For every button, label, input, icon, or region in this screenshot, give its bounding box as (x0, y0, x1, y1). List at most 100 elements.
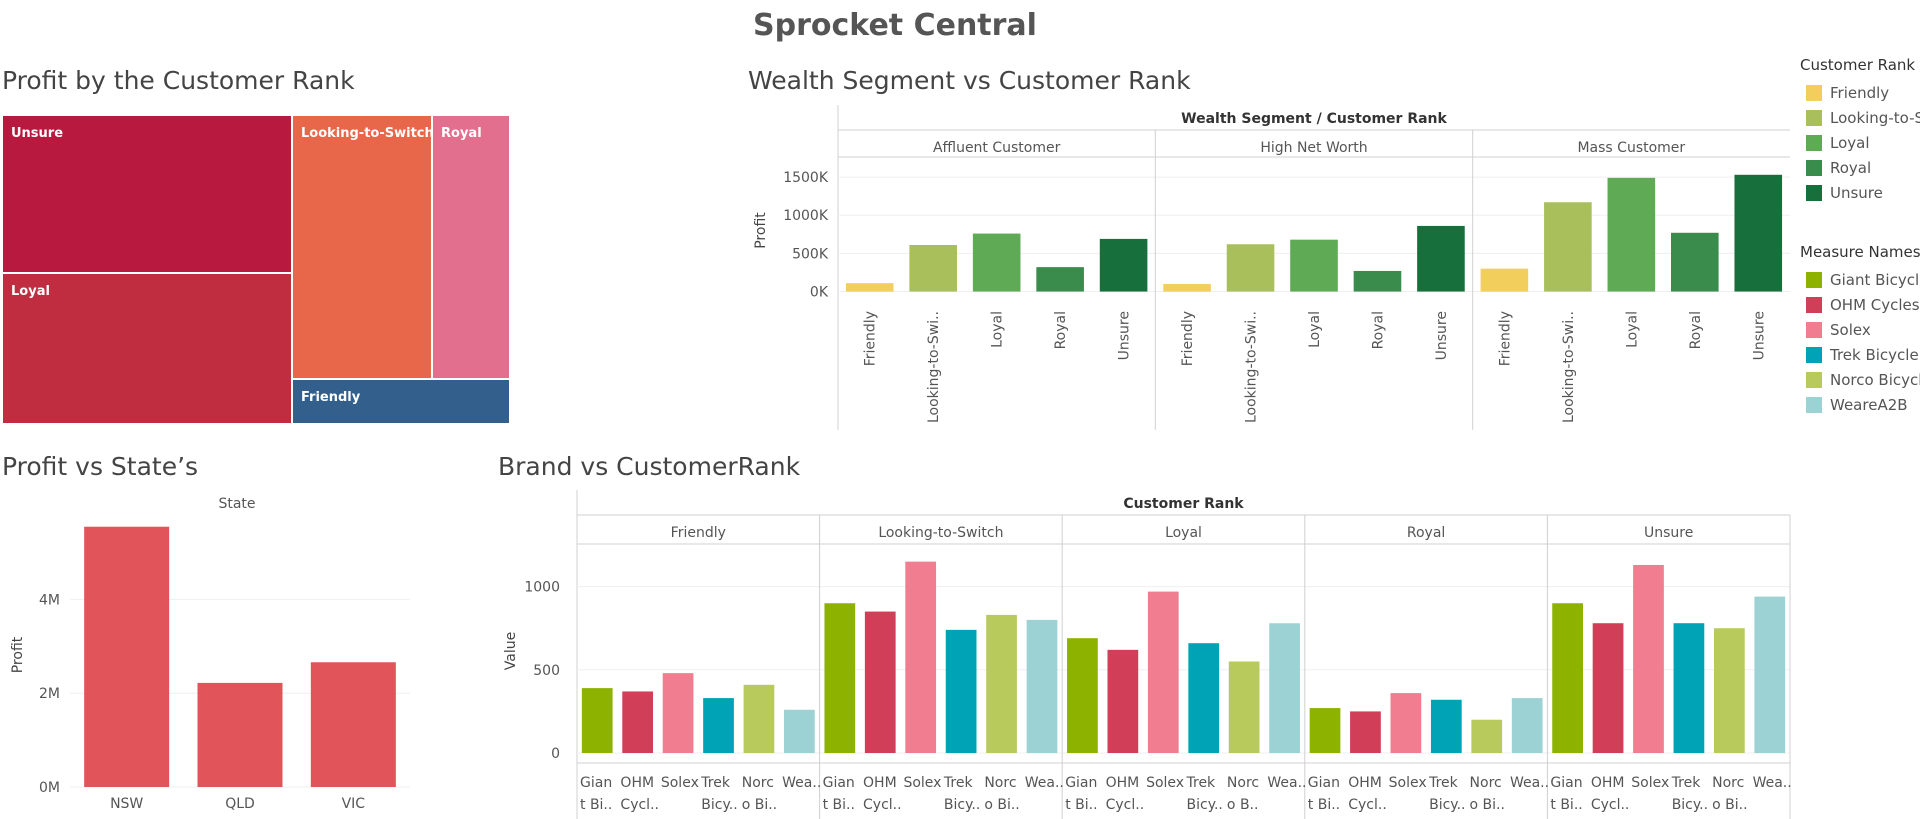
x-tick-label: Gian (1550, 775, 1582, 791)
bar-loyal-wea (1269, 623, 1300, 754)
treemap-cell-looking-to-switch[interactable]: Looking-to-Switch (292, 115, 434, 379)
bar-royal-solex (1390, 693, 1422, 754)
legend-swatch (1806, 84, 1822, 101)
wealth-chart-title: Wealth Segment vs Customer Rank (748, 66, 1191, 95)
bar-vic (310, 662, 396, 787)
brand-chart[interactable]: Customer Rank 0 500 1000 Value Friendly Gian t … (490, 490, 1800, 819)
legend-item-solex[interactable]: Solex (1800, 317, 1920, 342)
bar-friendly-norc-o-bi (743, 684, 775, 754)
x-tick-label: Bicy.. (1187, 797, 1223, 813)
x-tick-label: Unsure (1117, 311, 1133, 360)
legend-item-friendly[interactable]: Friendly (1800, 80, 1920, 105)
x-tick-label: o Bi.. (1470, 797, 1505, 813)
legend-swatch (1806, 396, 1822, 413)
treemap-cell-royal[interactable]: Royal (432, 115, 510, 379)
x-tick-label: Solex (1146, 775, 1184, 791)
bar-looking-to-switch-norc-o-bi (986, 614, 1017, 754)
y-tick-label: 0 (551, 746, 560, 762)
bar-mass-customer-unsure (1734, 174, 1783, 292)
x-tick-label: t Bi.. (1065, 797, 1097, 813)
x-tick-label: Looking-to-Swi.. (926, 311, 942, 423)
treemap-cell-loyal[interactable]: Loyal (2, 273, 292, 424)
x-tick-label: o B.. (1227, 797, 1259, 813)
x-tick-label: Trek (943, 775, 974, 791)
wealth-chart[interactable]: Wealth Segment / Customer Rank 0K 500K 1000… (740, 105, 1790, 435)
bar-mass-customer-friendly (1480, 268, 1529, 292)
bar-mass-customer-loyal (1607, 177, 1656, 292)
legend-item-ohm-cycles[interactable]: OHM Cycles (1800, 292, 1920, 317)
x-tick-label: Wea.. (1510, 775, 1549, 791)
pane-header-loyal: Loyal (1165, 525, 1202, 541)
x-tick-label: Looking-to-Swi.. (1244, 311, 1260, 423)
y-tick-label: 1000 (524, 580, 560, 596)
x-tick-label: Wea.. (1267, 775, 1306, 791)
x-tick-label: Wea.. (1025, 775, 1064, 791)
legend-swatch (1806, 109, 1822, 126)
legend-label: Looking-to-S (1830, 108, 1920, 127)
legend-label: Norco Bicycl (1830, 370, 1920, 389)
legend-swatch (1806, 184, 1822, 201)
y-tick-label: 0M (39, 780, 60, 796)
bar-high-net-worth-looking-to-swi (1226, 244, 1275, 292)
bar-royal-wea (1511, 698, 1543, 754)
bar-high-net-worth-unsure (1417, 225, 1465, 292)
y-tick-label: 2M (39, 686, 60, 702)
bar-affluent-customer-friendly (845, 283, 894, 292)
legend-item-looking-to-switch[interactable]: Looking-to-S (1800, 105, 1920, 130)
brand-chart-title: Brand vs CustomerRank (498, 452, 801, 481)
legend-swatch (1806, 271, 1822, 288)
x-tick-label: Cycl.. (1591, 797, 1630, 813)
bar-high-net-worth-royal (1353, 270, 1402, 292)
pane-header-royal: Royal (1407, 525, 1445, 541)
x-tick-label: Gian (823, 775, 855, 791)
x-tick-label: Norc (1712, 775, 1744, 791)
treemap-cell-friendly[interactable]: Friendly (292, 379, 510, 424)
x-tick-label: Solex (1389, 775, 1427, 791)
legend-label: Royal (1830, 158, 1872, 177)
customer-rank-legend: Customer Rank Friendly Looking-to-S Loya… (1800, 56, 1920, 205)
legend-item-loyal[interactable]: Loyal (1800, 130, 1920, 155)
legend-swatch (1806, 134, 1822, 151)
bar-loyal-solex (1147, 591, 1179, 754)
x-tick-label: Bicy.. (1429, 797, 1465, 813)
legend-item-giant-bicycles[interactable]: Giant Bicycl (1800, 267, 1920, 292)
treemap-title: Profit by the Customer Rank (2, 66, 355, 95)
legend-title-customer-rank: Customer Rank (1800, 56, 1916, 74)
y-axis-label: Profit (10, 636, 26, 673)
legend-item-norco-bicycles[interactable]: Norco Bicycl (1800, 367, 1920, 392)
legend-swatch (1806, 296, 1822, 313)
legend-title-measure-names: Measure Names (1800, 243, 1920, 261)
legend-swatch (1806, 321, 1822, 338)
treemap-label-friendly: Friendly (301, 390, 361, 405)
bar-royal-norc-o-bi (1471, 719, 1503, 754)
legend-swatch (1806, 346, 1822, 363)
x-tick-label: o Bi.. (1712, 797, 1747, 813)
legend-item-royal[interactable]: Royal (1800, 155, 1920, 180)
bar-affluent-customer-loyal (972, 233, 1021, 292)
legend-item-unsure[interactable]: Unsure (1800, 180, 1920, 205)
x-tick-label: Loyal (990, 311, 1006, 348)
pane-header-mass-customer: Mass Customer (1577, 140, 1685, 156)
legend-item-wearea2b[interactable]: WeareA2B (1800, 392, 1920, 417)
x-tick-label: Gian (580, 775, 612, 791)
bar-looking-to-switch-trek-bicy (945, 629, 977, 754)
bar-high-net-worth-friendly (1163, 283, 1211, 292)
legend-item-trek-bicycles[interactable]: Trek Bicycle (1800, 342, 1920, 367)
x-tick-label: Royal (1053, 311, 1069, 349)
y-axis-label: Profit (753, 212, 769, 249)
x-tick-label: t Bi.. (1550, 797, 1582, 813)
bar-friendly-gian-t-bi (581, 688, 613, 754)
bar-royal-gian-t-bi (1309, 708, 1341, 754)
x-tick-label: VIC (342, 796, 366, 812)
bar-loyal-trek-bicy (1188, 643, 1220, 754)
x-tick-label: Trek (1671, 775, 1702, 791)
treemap-cell-unsure[interactable]: Unsure (2, 115, 292, 273)
legend-label: Unsure (1830, 183, 1883, 202)
bar-affluent-customer-looking-to-swi (909, 245, 957, 292)
treemap-chart[interactable]: Unsure Loyal Looking-to-Switch Royal Fri… (2, 115, 510, 424)
x-tick-label: Bicy.. (1672, 797, 1708, 813)
bar-looking-to-switch-solex (905, 561, 937, 754)
bar-friendly-wea (784, 709, 815, 754)
dashboard-title: Sprocket Central (753, 8, 1037, 43)
state-chart[interactable]: State 0M 2M 4M Profit NSW QLD VIC (0, 490, 420, 819)
